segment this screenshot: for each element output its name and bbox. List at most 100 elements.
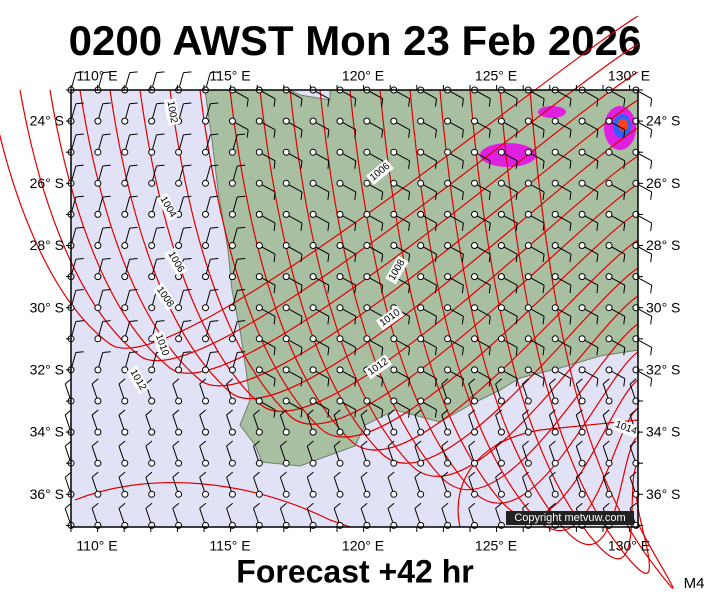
isobar-label-box [126, 365, 150, 395]
barb-feather [199, 378, 207, 385]
latitude-label: 26° S [646, 175, 680, 191]
copyright-box [506, 511, 634, 525]
barb-feather [408, 347, 411, 356]
barb-feather [210, 257, 219, 260]
barb-feather [522, 471, 529, 478]
barb-feather [650, 347, 653, 356]
isobar [229, 89, 639, 451]
barb-station [390, 490, 398, 498]
barb-station [605, 179, 613, 187]
barb-feather [118, 409, 126, 416]
barb-feather [623, 316, 626, 325]
latitude-label: 36° S [646, 486, 680, 502]
barb-feather [300, 347, 303, 356]
isobar [139, 89, 639, 412]
barb-feather [650, 378, 653, 387]
barb-station [578, 335, 586, 343]
barb-feather [629, 440, 637, 447]
barb-feather [306, 440, 314, 447]
barb-station [121, 148, 129, 156]
barb-feather [273, 222, 276, 232]
barb-feather [434, 316, 437, 325]
barb-feather [183, 195, 192, 198]
barb-feather [333, 502, 341, 509]
barb-station [444, 490, 452, 498]
barb-station [605, 304, 613, 312]
barb-feather [629, 502, 637, 509]
barb-feather [172, 409, 180, 416]
barb-feather [569, 378, 572, 387]
barb-station [121, 335, 129, 343]
barb-station [578, 304, 586, 312]
barb-station [497, 459, 505, 467]
longitude-label: 125° E [475, 538, 517, 554]
barb-feather [575, 378, 583, 385]
barb-station [336, 366, 344, 374]
barb-station [255, 397, 263, 405]
barb-station [605, 459, 613, 467]
barb-station [309, 397, 317, 405]
barb-station [121, 397, 129, 405]
barb-station [578, 459, 586, 467]
barb-station [444, 210, 452, 218]
isobar-label-box [163, 98, 181, 126]
barb-feather [129, 289, 138, 291]
barb-feather [569, 98, 572, 107]
latitude-label: 28° S [646, 237, 680, 253]
barb-feather [75, 320, 84, 322]
barb-station [282, 459, 290, 467]
barb-feather [354, 347, 357, 356]
barb-station [255, 428, 263, 436]
barb-station [202, 428, 209, 436]
barb-station [551, 459, 559, 467]
barb-feather [387, 471, 395, 478]
barb-feather [596, 129, 599, 138]
barb-feather [575, 471, 583, 478]
barb-feather [650, 285, 653, 294]
barb-feather [461, 222, 464, 232]
barb-feather [434, 129, 437, 138]
barb-station [202, 335, 209, 343]
longitude-label: 130° E [608, 68, 650, 84]
longitude-label: 120° E [342, 68, 384, 84]
barb-station [255, 459, 263, 467]
barb-feather [156, 164, 165, 167]
barb-feather [408, 129, 411, 138]
barb-station [175, 242, 183, 249]
barb-station [309, 210, 317, 218]
barb-feather [129, 71, 138, 74]
barb-station [282, 304, 290, 312]
barb-feather [408, 222, 411, 232]
barb-feather [354, 254, 357, 263]
isobar-label-box [611, 417, 641, 439]
barb-feather [408, 316, 411, 325]
barb-station [121, 304, 129, 312]
barb-feather [102, 226, 111, 229]
barb-feather [210, 133, 219, 136]
barb-station [282, 148, 290, 156]
barb-station [94, 210, 102, 218]
barb-station [228, 459, 236, 467]
barb-feather [360, 409, 368, 416]
barb-station [282, 335, 290, 343]
barb-station [578, 397, 586, 405]
barb-feather [515, 347, 518, 356]
barb-feather [596, 254, 599, 263]
barb-station [94, 335, 102, 343]
barb-feather [515, 222, 518, 232]
barb-station [94, 459, 102, 467]
barb-feather [522, 440, 529, 447]
barb-feather [461, 378, 464, 387]
barb-station [497, 304, 505, 312]
barb-feather [118, 378, 126, 385]
barb-feather [273, 409, 276, 418]
barb-feather [354, 316, 357, 325]
barb-station [336, 179, 344, 187]
barb-feather [156, 257, 165, 260]
barb-feather [629, 378, 637, 385]
barb-feather [354, 285, 357, 294]
barb-feather [300, 409, 303, 418]
barb-station [309, 335, 317, 343]
barb-feather [461, 347, 464, 356]
barb-station [390, 179, 398, 187]
